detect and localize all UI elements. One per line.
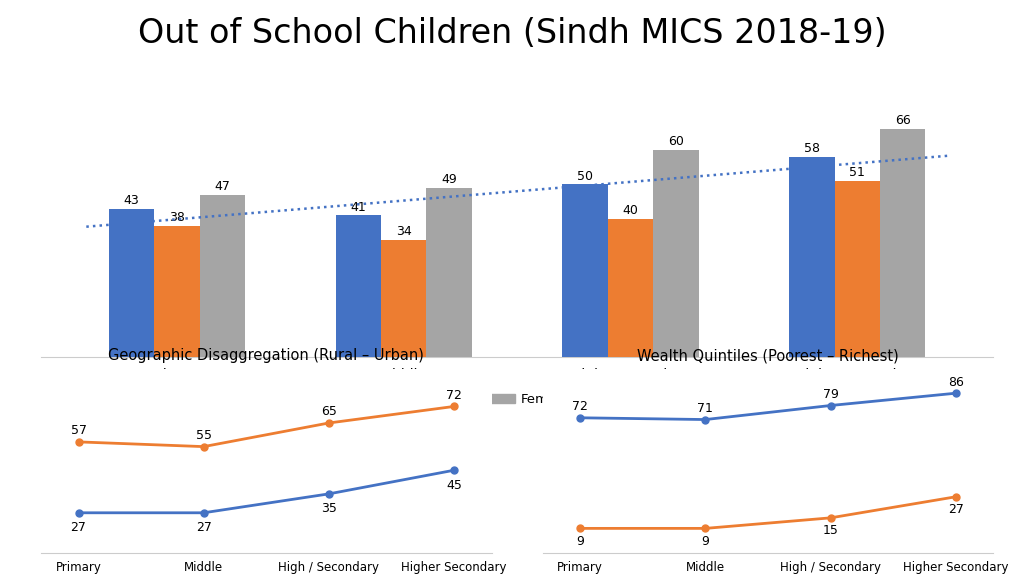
Text: 27: 27 bbox=[71, 521, 86, 534]
Bar bbox=[608, 219, 653, 357]
Text: 66: 66 bbox=[895, 114, 910, 127]
Text: 38: 38 bbox=[169, 211, 185, 224]
Text: 55: 55 bbox=[196, 429, 212, 442]
Text: 35: 35 bbox=[321, 502, 337, 515]
Bar bbox=[381, 240, 426, 357]
Text: 27: 27 bbox=[196, 521, 212, 534]
Bar bbox=[653, 150, 698, 357]
Text: 57: 57 bbox=[71, 424, 86, 437]
Bar bbox=[109, 209, 155, 357]
Text: 15: 15 bbox=[822, 524, 839, 537]
Text: 27: 27 bbox=[948, 503, 964, 516]
Bar bbox=[426, 188, 472, 357]
Text: 51: 51 bbox=[849, 166, 865, 179]
Bar bbox=[336, 215, 381, 357]
Text: 72: 72 bbox=[572, 400, 588, 414]
Bar bbox=[835, 181, 880, 357]
Text: 71: 71 bbox=[697, 402, 714, 415]
Title: Wealth Quintiles (Poorest – Richest): Wealth Quintiles (Poorest – Richest) bbox=[637, 348, 899, 363]
Bar bbox=[790, 157, 835, 357]
Legend: Total, Male, Female, Linear (Total): Total, Male, Female, Linear (Total) bbox=[323, 388, 712, 411]
Bar bbox=[562, 184, 608, 357]
Text: 40: 40 bbox=[623, 204, 638, 217]
Title: Geographic Disaggregation (Rural – Urban): Geographic Disaggregation (Rural – Urban… bbox=[109, 348, 424, 363]
Text: 49: 49 bbox=[441, 173, 457, 186]
Text: 34: 34 bbox=[396, 225, 412, 238]
Text: 72: 72 bbox=[446, 389, 462, 401]
Bar bbox=[155, 226, 200, 357]
Text: 9: 9 bbox=[577, 535, 585, 548]
Text: 86: 86 bbox=[948, 376, 964, 389]
Text: 60: 60 bbox=[668, 135, 684, 148]
Text: 9: 9 bbox=[701, 535, 710, 548]
Bar bbox=[200, 195, 245, 357]
Text: 47: 47 bbox=[214, 180, 230, 193]
Text: 79: 79 bbox=[822, 388, 839, 401]
Text: 65: 65 bbox=[321, 406, 337, 418]
Text: 50: 50 bbox=[578, 169, 593, 183]
Text: 43: 43 bbox=[124, 194, 139, 207]
Text: 41: 41 bbox=[350, 200, 367, 214]
Text: Out of School Children (Sindh MICS 2018-19): Out of School Children (Sindh MICS 2018-… bbox=[137, 17, 887, 50]
Text: 58: 58 bbox=[804, 142, 820, 155]
Bar bbox=[880, 129, 926, 357]
Text: 45: 45 bbox=[446, 479, 462, 491]
